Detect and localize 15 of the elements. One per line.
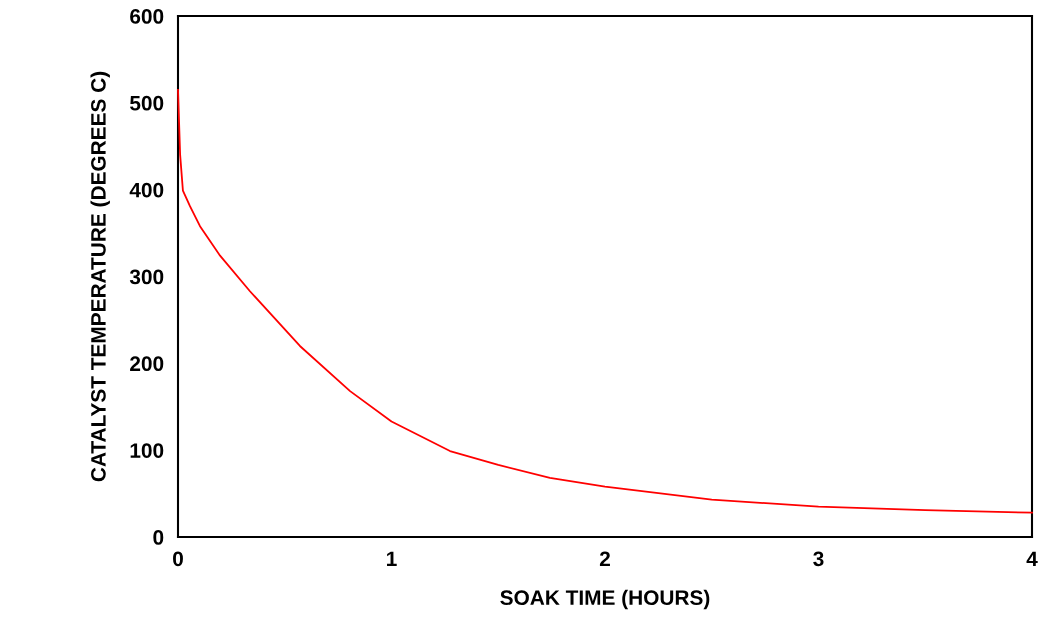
x-tick-label: 0: [173, 551, 183, 567]
y-tick-label: 600: [130, 9, 164, 24]
x-tick-label: 2: [599, 551, 610, 566]
y-tick-label: 300: [129, 269, 164, 285]
x-tick-label: 3: [813, 551, 824, 567]
x-axis-title: SOAK TIME (HOURS): [500, 589, 710, 610]
y-tick-label: 100: [130, 443, 164, 458]
y-tick-label: 400: [129, 182, 164, 198]
line-series: [177, 88, 1033, 514]
x-tick-label: 1: [387, 551, 397, 566]
y-tick-label: 500: [130, 95, 164, 111]
y-axis-title: CATALYST TEMPERATURE (DEGREES C): [90, 71, 110, 482]
x-tick-label: 4: [1026, 551, 1038, 566]
y-tick-label: 200: [130, 356, 164, 372]
y-tick-label: 0: [153, 530, 164, 545]
